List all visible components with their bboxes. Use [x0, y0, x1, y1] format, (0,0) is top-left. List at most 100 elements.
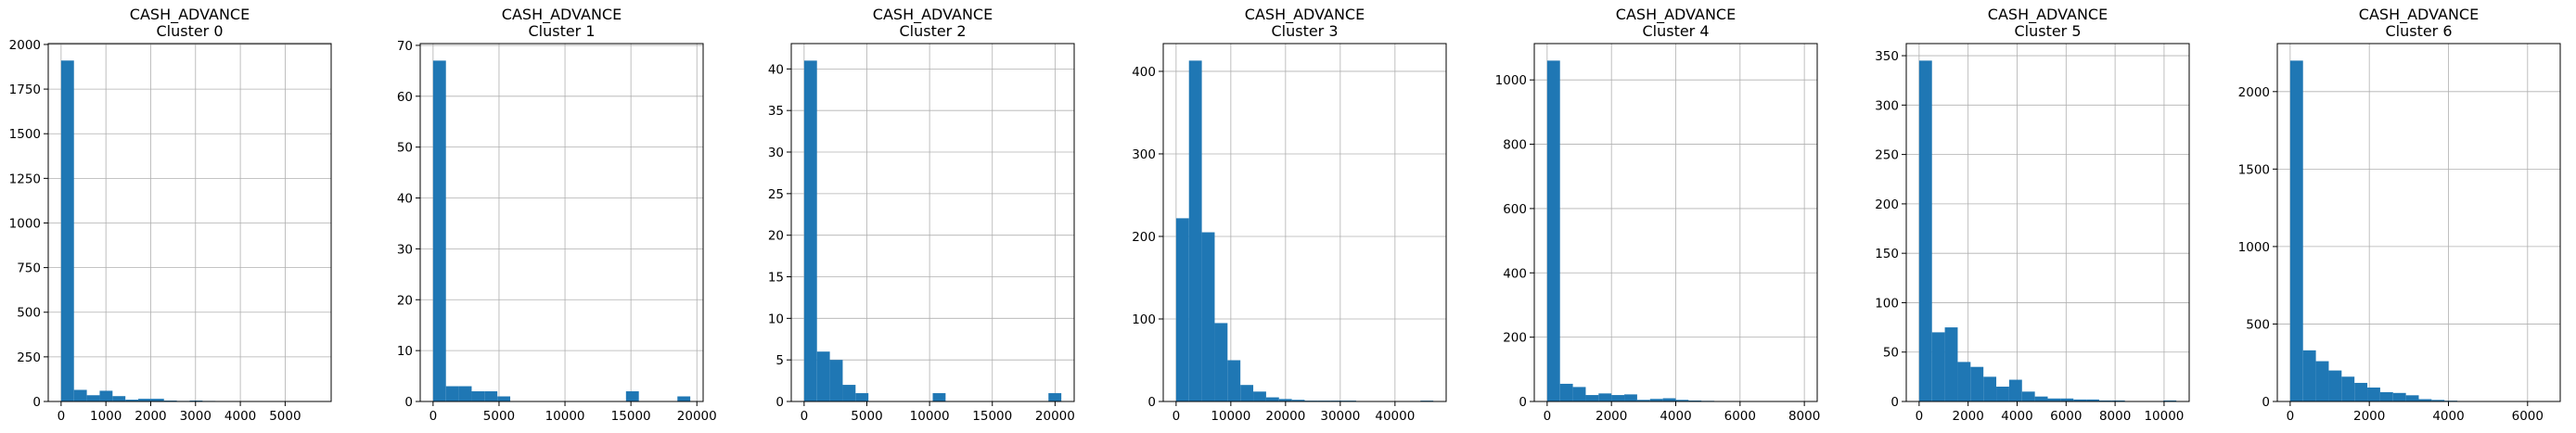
histogram-bar: [99, 390, 113, 401]
subplot-cluster-6: 0 2000 4000 6000 0 500 1000 1500 2000 CASH_ADVANC…: [2238, 6, 2561, 424]
histogram-bar: [1188, 60, 1202, 401]
x-tick-label: 2000: [135, 409, 166, 424]
y-tick-label: 300: [1875, 98, 1899, 113]
histogram-bar: [60, 60, 74, 401]
histogram-bar: [1970, 366, 1984, 401]
axes-background: [2277, 44, 2560, 401]
y-tick-label: 2000: [2238, 85, 2270, 100]
subplot-subtitle: Cluster 0: [156, 22, 223, 40]
histogram-bar: [1572, 387, 1586, 401]
subplot-subtitle: Cluster 6: [2385, 22, 2452, 40]
x-tick-label: 0: [429, 409, 438, 424]
x-tick-label: 20000: [677, 409, 717, 424]
y-tick-label: 150: [1875, 247, 1899, 261]
y-tick-label: 750: [17, 261, 41, 276]
y-tick-label: 500: [17, 306, 41, 321]
histogram-bar: [816, 351, 830, 401]
x-tick-label: 0: [1544, 409, 1552, 424]
y-tick-label: 30: [768, 146, 784, 160]
axes-frame: [1162, 43, 1447, 402]
axes-frame: [790, 43, 1075, 402]
subplot-cluster-4: 0 2000 4000 6000 8000 0 200 400 600 800 1000 CASH_A…: [1495, 6, 1821, 424]
axes-background: [420, 44, 703, 401]
subplot-cluster-5: 0 2000 4000 6000 8000 10000 0 50 100 150 200 250 300…: [1875, 6, 2190, 424]
y-tick-label: 50: [397, 141, 413, 156]
histogram-bar: [1559, 383, 1573, 401]
histogram-bar: [1048, 393, 1062, 401]
histogram-bar: [1624, 394, 1637, 401]
x-tick-label: 3000: [180, 409, 211, 424]
histogram-bar: [432, 60, 446, 401]
y-tick-label: 200: [1875, 197, 1899, 212]
histogram-bar: [2418, 399, 2432, 401]
histogram-bar: [73, 389, 87, 401]
x-tick-label: 4000: [2001, 409, 2032, 424]
y-tick-label: 20: [397, 293, 413, 308]
histogram-bar: [1918, 60, 1932, 401]
axes-background: [791, 44, 1074, 401]
histogram-bar: [458, 386, 472, 401]
y-tick-label: 250: [17, 350, 41, 365]
y-tick-label: 1750: [9, 83, 41, 97]
histogram-bar: [2073, 399, 2087, 401]
x-tick-label: 10000: [910, 409, 950, 424]
histogram-bar: [1546, 60, 1560, 401]
histogram-bar: [1636, 400, 1650, 401]
subplot-title: CASH_ADVANCE: [130, 6, 250, 24]
subplot-subtitle: Cluster 2: [899, 22, 966, 40]
subplot-cluster-3: 0 10000 20000 30000 40000 0 100 200 300 400 CASH_A…: [1132, 6, 1447, 424]
histogram-bar: [829, 360, 843, 401]
y-tick-label: 0: [775, 395, 784, 410]
y-tick-label: 1000: [1495, 73, 1527, 88]
x-tick-label: 4000: [2432, 409, 2464, 424]
histogram-bar: [2289, 60, 2303, 401]
y-tick-label: 0: [1890, 395, 1899, 410]
x-tick-label: 10000: [1211, 409, 1250, 424]
y-tick-label: 350: [1875, 49, 1899, 64]
y-tick-label: 0: [2262, 395, 2270, 410]
x-tick-label: 0: [1916, 409, 1924, 424]
histogram-bar: [445, 386, 459, 401]
x-tick-label: 2000: [2353, 409, 2385, 424]
y-tick-label: 1500: [9, 127, 41, 142]
x-tick-label: 5000: [483, 409, 515, 424]
histogram-bar: [2354, 382, 2368, 401]
y-tick-label: 0: [1519, 395, 1527, 410]
histogram-bar: [1931, 332, 1945, 401]
x-tick-label: 8000: [2099, 409, 2131, 424]
x-tick-label: 6000: [2512, 409, 2544, 424]
y-tick-label: 70: [397, 39, 413, 54]
subplot-title: CASH_ADVANCE: [1616, 6, 1736, 24]
y-tick-label: 5: [775, 353, 784, 368]
histogram-bar: [2034, 396, 2048, 401]
histogram-bar: [932, 393, 946, 401]
y-tick-label: 35: [768, 104, 784, 119]
x-tick-label: 0: [801, 409, 809, 424]
histogram-bar: [2302, 350, 2316, 401]
y-tick-label: 100: [1132, 312, 1156, 327]
histogram-bar: [1957, 362, 1971, 401]
x-tick-label: 1000: [90, 409, 122, 424]
histogram-bar: [2431, 400, 2445, 401]
y-tick-label: 1250: [9, 172, 41, 186]
histogram-bar: [2367, 387, 2380, 401]
histogram-bar: [1201, 232, 1215, 401]
y-tick-label: 0: [404, 395, 413, 410]
histogram-bar: [1265, 397, 1279, 401]
y-tick-label: 1000: [2238, 240, 2270, 255]
axes-frame: [419, 43, 704, 402]
histogram-bar: [484, 391, 498, 401]
histogram-bar: [2341, 376, 2355, 401]
x-tick-label: 5000: [851, 409, 882, 424]
y-tick-label: 2000: [9, 38, 41, 53]
x-tick-label: 40000: [1375, 409, 1415, 424]
x-tick-label: 6000: [1724, 409, 1756, 424]
subplot-title: CASH_ADVANCE: [2359, 6, 2479, 24]
histogram-bar: [1662, 398, 1676, 401]
histogram-bar: [1996, 387, 2009, 401]
x-tick-label: 6000: [2050, 409, 2082, 424]
y-tick-label: 800: [1503, 138, 1527, 153]
x-tick-label: 0: [58, 409, 66, 424]
y-tick-label: 25: [768, 187, 784, 202]
